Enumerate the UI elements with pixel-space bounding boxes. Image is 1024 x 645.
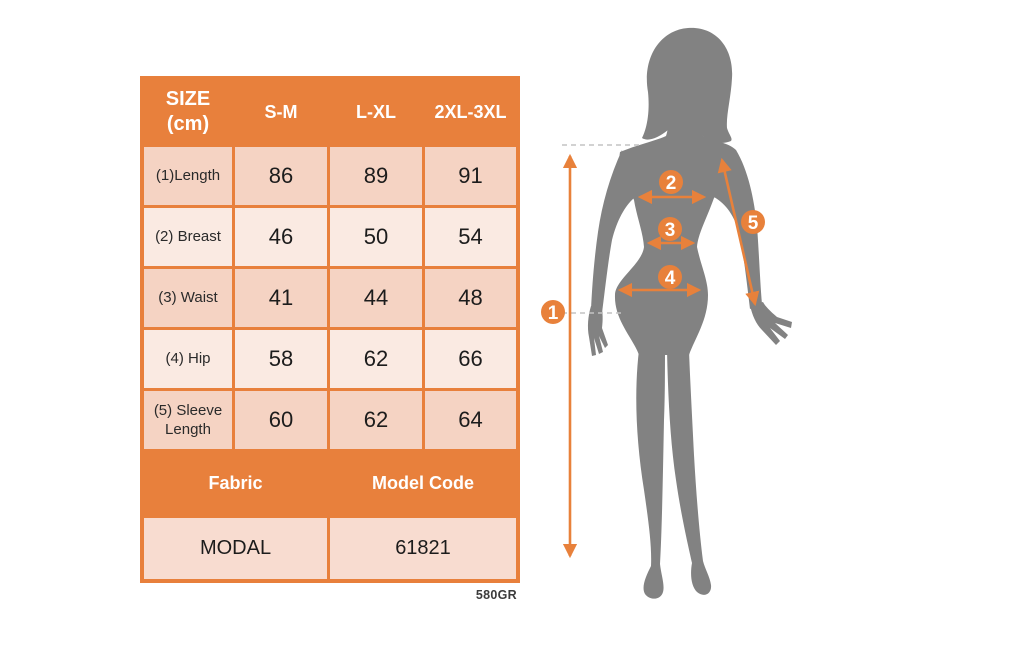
model-code-value: 61821 xyxy=(330,518,516,579)
badge-breast: 2 xyxy=(659,170,683,194)
silhouette-right-hand xyxy=(750,302,792,345)
silhouette-left-arm xyxy=(591,150,634,313)
badge-hip-number: 4 xyxy=(665,268,676,289)
badge-length-circle xyxy=(541,300,565,324)
badge-breast-circle xyxy=(659,170,683,194)
cell-breast-s-m: 46 xyxy=(235,208,327,266)
badge-hip: 4 xyxy=(658,265,682,289)
badge-waist-circle xyxy=(658,217,682,241)
cell-breast-2xl-3xl: 54 xyxy=(425,208,516,266)
cell-length-2xl-3xl: 91 xyxy=(425,147,516,205)
column-header-2xl-3xl: 2XL-3XL xyxy=(425,80,516,144)
cell-waist-2xl-3xl: 48 xyxy=(425,269,516,327)
body-measurement-svg: 1 2 3 4 5 xyxy=(541,27,792,599)
silhouette-head xyxy=(642,27,733,144)
badge-sleeve: 5 xyxy=(741,210,765,234)
cell-length-l-xl: 89 xyxy=(330,147,422,205)
size-chart-table: SIZE (cm) S-M L-XL 2XL-3XL (1)Length 86 … xyxy=(140,76,520,583)
cell-sleeve-l-xl: 62 xyxy=(330,391,422,449)
row-label-length: (1)Length xyxy=(144,147,232,205)
cell-waist-l-xl: 44 xyxy=(330,269,422,327)
badge-hip-circle xyxy=(658,265,682,289)
badge-waist: 3 xyxy=(658,217,682,241)
row-label-sleeve-length: (5) Sleeve Length xyxy=(144,391,232,449)
cell-hip-s-m: 58 xyxy=(235,330,327,388)
silhouette-right-leg xyxy=(667,350,712,595)
size-unit-header: SIZE (cm) xyxy=(144,80,232,144)
sleeve-arrow xyxy=(717,157,760,307)
badge-breast-number: 2 xyxy=(666,173,677,194)
fabric-header: Fabric xyxy=(144,452,327,515)
cell-hip-2xl-3xl: 66 xyxy=(425,330,516,388)
badge-sleeve-number: 5 xyxy=(748,213,759,234)
row-label-waist: (3) Waist xyxy=(144,269,232,327)
size-unit-header-line2: (cm) xyxy=(166,113,210,135)
row-label-hip: (4) Hip xyxy=(144,330,232,388)
badge-waist-number: 3 xyxy=(665,220,676,241)
cell-sleeve-s-m: 60 xyxy=(235,391,327,449)
fabric-value: MODAL xyxy=(144,518,327,579)
cell-waist-s-m: 41 xyxy=(235,269,327,327)
cell-hip-l-xl: 62 xyxy=(330,330,422,388)
badge-sleeve-circle xyxy=(741,210,765,234)
column-header-s-m: S-M xyxy=(235,80,327,144)
silhouette-left-hand xyxy=(587,306,608,356)
grammage-note: 580GR xyxy=(475,588,517,602)
cell-length-s-m: 86 xyxy=(235,147,327,205)
column-header-l-xl: L-XL xyxy=(330,80,422,144)
model-code-header: Model Code xyxy=(330,452,516,515)
body-measurement-figure: 1 2 3 4 5 xyxy=(535,15,1010,630)
cell-sleeve-2xl-3xl: 64 xyxy=(425,391,516,449)
badge-length: 1 xyxy=(541,300,565,324)
silhouette-left-leg xyxy=(636,350,665,599)
badge-length-number: 1 xyxy=(548,303,559,324)
cell-breast-l-xl: 50 xyxy=(330,208,422,266)
row-label-breast: (2) Breast xyxy=(144,208,232,266)
size-unit-header-line1: SIZE xyxy=(165,88,211,110)
